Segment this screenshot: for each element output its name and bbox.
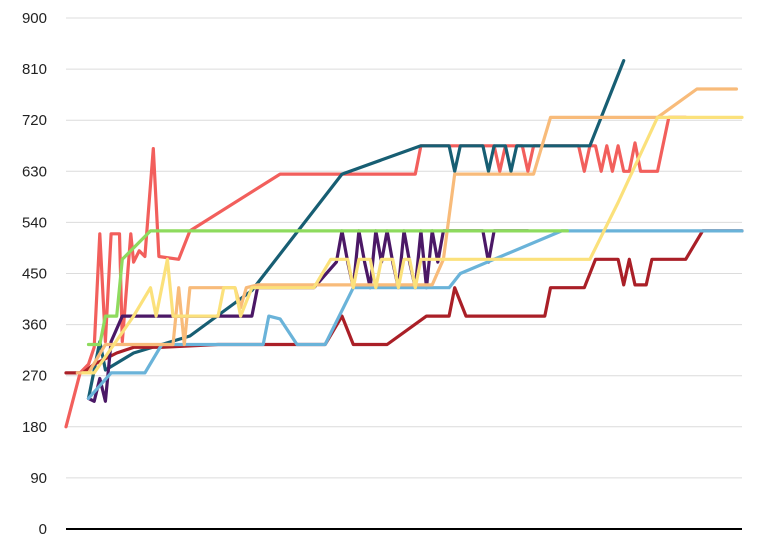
series-line-7 — [81, 115, 744, 375]
y-tick-label: 630 — [22, 163, 47, 180]
series-line-5 — [86, 229, 744, 400]
y-tick-label: 540 — [22, 214, 47, 231]
y-tick-label: 900 — [22, 10, 47, 27]
y-tick-label: 180 — [22, 419, 47, 436]
series-line-8 — [86, 229, 570, 347]
series-line-1 — [64, 115, 688, 429]
series-lines — [64, 58, 744, 429]
y-tick-label: 450 — [22, 266, 47, 283]
y-tick-label: 720 — [22, 112, 47, 129]
y-tick-label: 90 — [30, 470, 47, 487]
y-tick-label: 810 — [22, 61, 47, 78]
y-axis-tick-labels: 0 90 180 270 360 450 540 630 720 810 900 — [22, 10, 47, 538]
y-tick-label: 0 — [39, 521, 47, 538]
y-tick-label: 360 — [22, 317, 47, 334]
y-tick-label: 270 — [22, 368, 47, 385]
series-line-3 — [64, 229, 744, 375]
gridlines — [66, 17, 742, 479]
